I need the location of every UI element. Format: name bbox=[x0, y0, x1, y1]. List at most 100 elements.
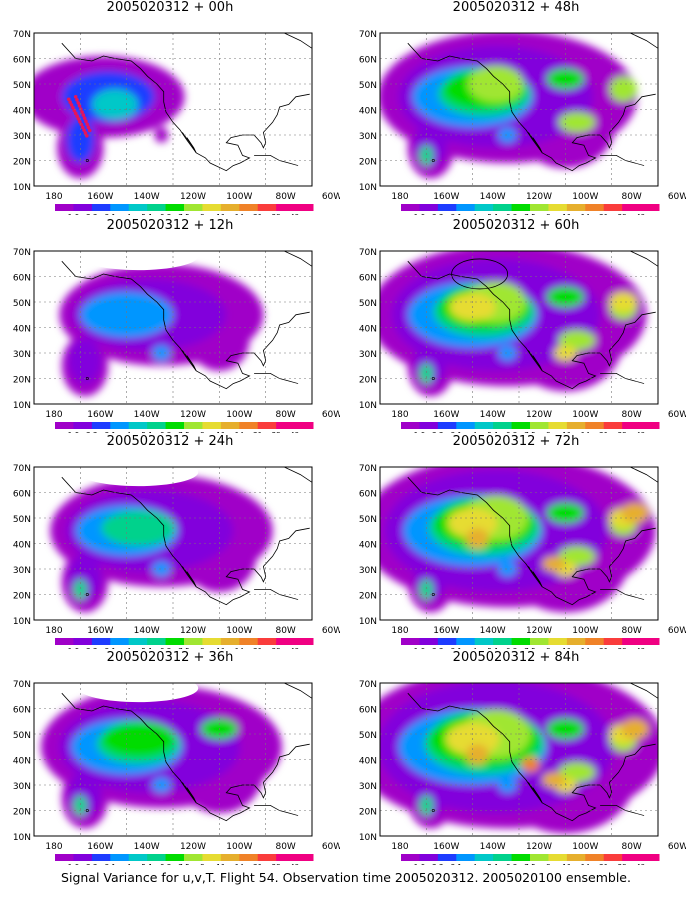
colorbar-tick-label: 29 bbox=[272, 212, 282, 215]
colorbar-tick-label: 29 bbox=[272, 430, 282, 433]
latitude-tick-label: 10N bbox=[359, 833, 377, 843]
colorbar-tick-label: 5.1 bbox=[141, 430, 152, 433]
colorbar-tick-label: 3.1 bbox=[451, 212, 462, 215]
colorbar-swatch bbox=[110, 854, 130, 861]
colorbar-swatch bbox=[239, 638, 259, 645]
colorbar-swatch bbox=[456, 422, 476, 429]
colorbar-swatch bbox=[437, 204, 457, 211]
colorbar-swatch bbox=[220, 204, 240, 211]
colorbar-tick-label: 7.5 bbox=[178, 430, 189, 433]
colorbar-tick-label: 14 bbox=[235, 212, 245, 215]
longitude-tick-label: 140W bbox=[480, 842, 506, 852]
latitude-tick-label: 30N bbox=[13, 566, 31, 576]
signal-variance-contour bbox=[521, 756, 540, 773]
map-plot: 70N 60N 50N 40N 30N 20N 10N 180 160W 140W 120W 100W… bbox=[13, 464, 340, 649]
latitude-tick-label: 10N bbox=[359, 617, 377, 627]
signal-variance-contour bbox=[609, 76, 638, 102]
colorbar-swatch bbox=[55, 204, 74, 211]
colorbar-tick-label: 3.1 bbox=[451, 430, 462, 433]
latitude-tick-label: 40N bbox=[13, 757, 31, 767]
colorbar-tick-label: 1.6 bbox=[414, 212, 426, 215]
colorbar-swatch bbox=[419, 854, 439, 861]
map-panel: 2005020312 + 48h 70N 60N 50N 40N 30N 20N 10N 180… bbox=[346, 0, 686, 215]
colorbar-swatch bbox=[257, 204, 277, 211]
latitude-tick-label: 30N bbox=[13, 350, 31, 360]
colorbar-tick-label: 3.1 bbox=[451, 646, 462, 649]
signal-variance-contour bbox=[152, 345, 171, 361]
colorbar-swatch bbox=[437, 422, 457, 429]
colorbar-tick-label: 1.6 bbox=[68, 646, 80, 649]
colorbar-tick-label: 9 bbox=[546, 646, 551, 649]
colorbar-swatch bbox=[419, 204, 439, 211]
colorbar-swatch bbox=[548, 204, 568, 211]
colorbar-tick-label: 29 bbox=[618, 212, 628, 215]
colorbar-swatch bbox=[530, 422, 549, 429]
colorbar-swatch bbox=[419, 422, 439, 429]
signal-variance-contour bbox=[152, 561, 171, 577]
longitude-tick-label: 140W bbox=[480, 626, 506, 636]
longitude-tick-label: 100W bbox=[226, 626, 252, 636]
colorbar-swatch bbox=[585, 854, 605, 861]
colorbar-swatch bbox=[239, 422, 259, 429]
colorbar-tick-label: 3.1 bbox=[105, 212, 116, 215]
latitude-tick-label: 20N bbox=[359, 808, 377, 818]
latitude-tick-label: 50N bbox=[13, 299, 31, 309]
signal-variance-contour bbox=[558, 112, 596, 133]
latitude-tick-label: 10N bbox=[359, 183, 377, 193]
colorbar-swatch bbox=[548, 854, 568, 861]
latitude-tick-label: 50N bbox=[359, 731, 377, 741]
colorbar-swatch bbox=[530, 638, 549, 645]
longitude-tick-label: 120W bbox=[526, 192, 552, 202]
colorbar-tick-label: 6.3 bbox=[506, 430, 517, 433]
signal-variance-contour bbox=[498, 561, 517, 577]
longitude-tick-label: 100W bbox=[572, 410, 598, 420]
colorbar-swatch bbox=[603, 204, 623, 211]
colorbar-tick-label: 21 bbox=[253, 212, 262, 215]
colorbar-swatch bbox=[640, 854, 660, 861]
latitude-tick-label: 30N bbox=[13, 132, 31, 142]
colorbar-swatch bbox=[493, 638, 513, 645]
longitude-tick-label: 120W bbox=[526, 842, 552, 852]
colorbar-swatch bbox=[622, 854, 642, 861]
colorbar-swatch bbox=[165, 204, 185, 211]
longitude-tick-label: 180 bbox=[391, 626, 408, 636]
colorbar-swatch bbox=[91, 204, 111, 211]
colorbar-tick-label: 2.2 bbox=[86, 646, 97, 649]
figure-caption: Signal Variance for u,v,T. Flight 54. Ob… bbox=[61, 870, 631, 885]
colorbar-tick-label: 21 bbox=[253, 646, 262, 649]
colorbar-tick-label: 9 bbox=[546, 862, 551, 865]
signal-variance-contour bbox=[73, 795, 88, 816]
longitude-tick-label: 100W bbox=[572, 192, 598, 202]
latitude-tick-label: 60N bbox=[13, 706, 31, 716]
colorbar: 1.6 2.2 3.1 4 5.1 6.3 7.5 9 11 14 21 29 40 bbox=[401, 204, 660, 215]
signal-variance-contour bbox=[73, 579, 88, 600]
colorbar-swatch bbox=[585, 422, 605, 429]
longitude-tick-label: 180 bbox=[45, 410, 62, 420]
colorbar-swatch bbox=[220, 854, 240, 861]
colorbar-swatch bbox=[276, 854, 296, 861]
colorbar-tick-label: 40 bbox=[290, 862, 300, 865]
colorbar-swatch bbox=[401, 422, 420, 429]
signal-variance-contour bbox=[620, 718, 649, 740]
latitude-tick-label: 20N bbox=[359, 376, 377, 386]
map-plot: 70N 60N 50N 40N 30N 20N 10N 180 160W 140W 120W 100W… bbox=[359, 30, 686, 215]
latitude-tick-label: 60N bbox=[359, 706, 377, 716]
signal-variance-contour bbox=[419, 579, 434, 600]
coastline bbox=[61, 260, 310, 390]
colorbar-tick-label: 4 bbox=[126, 212, 131, 215]
latitude-tick-label: 10N bbox=[13, 183, 31, 193]
colorbar-swatch bbox=[239, 854, 259, 861]
colorbar-swatch bbox=[566, 204, 586, 211]
colorbar-tick-label: 40 bbox=[636, 212, 646, 215]
colorbar-swatch bbox=[147, 422, 167, 429]
coastline bbox=[61, 42, 310, 172]
colorbar-tick-label: 5.1 bbox=[141, 646, 152, 649]
coastline bbox=[407, 42, 656, 172]
longitude-tick-label: 120W bbox=[180, 192, 206, 202]
colorbar-swatch bbox=[437, 854, 457, 861]
colorbar-tick-label: 2.2 bbox=[86, 862, 97, 865]
longitude-tick-label: 160W bbox=[433, 410, 459, 420]
colorbar-swatch bbox=[55, 854, 74, 861]
map-plot: 70N 60N 50N 40N 30N 20N 10N 180 160W 140W 120W 100W… bbox=[359, 464, 686, 649]
longitude-tick-label: 160W bbox=[433, 192, 459, 202]
